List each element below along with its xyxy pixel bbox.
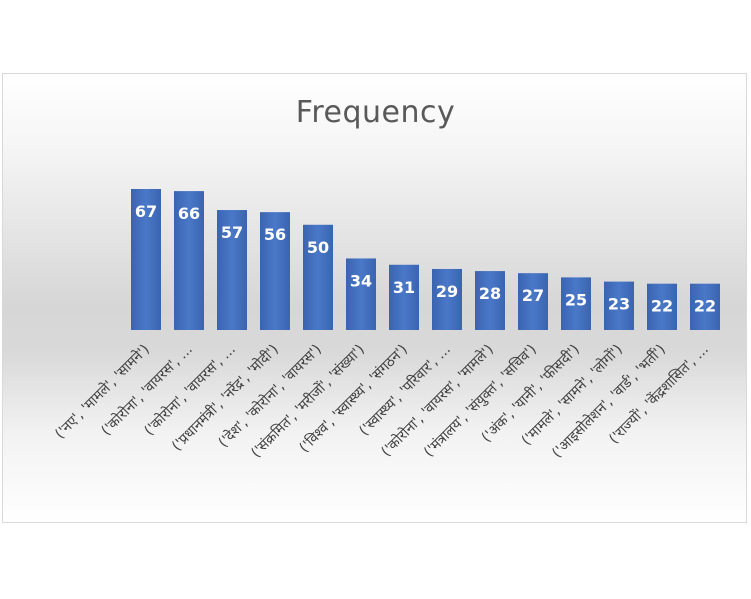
chart-title: Frequency [295, 95, 456, 130]
bar-13 [647, 283, 677, 330]
bar-14 [690, 283, 720, 330]
data-label-3: 57 [221, 223, 243, 242]
data-label-6: 34 [350, 271, 372, 290]
bar-9 [475, 271, 505, 330]
data-label-11: 25 [565, 290, 587, 309]
bar-5 [303, 224, 333, 330]
bar-1 [131, 189, 161, 330]
bar-12 [604, 281, 634, 330]
data-label-8: 29 [436, 282, 458, 301]
bar-3 [217, 210, 247, 330]
data-label-4: 56 [264, 225, 286, 244]
bar-7 [389, 264, 419, 330]
bar-10 [518, 273, 548, 330]
data-label-12: 23 [608, 295, 630, 314]
data-label-9: 28 [479, 284, 501, 303]
data-label-2: 66 [178, 204, 200, 223]
data-label-13: 22 [651, 297, 673, 316]
bar-6 [346, 258, 376, 330]
data-label-1: 67 [135, 202, 157, 221]
data-label-5: 50 [307, 238, 329, 257]
bar-2 [174, 191, 204, 330]
data-label-10: 27 [522, 286, 544, 305]
data-label-14: 22 [694, 297, 716, 316]
data-label-7: 31 [393, 278, 415, 297]
bar-11 [561, 277, 591, 330]
bar-4 [260, 212, 290, 330]
bar-8 [432, 268, 462, 330]
